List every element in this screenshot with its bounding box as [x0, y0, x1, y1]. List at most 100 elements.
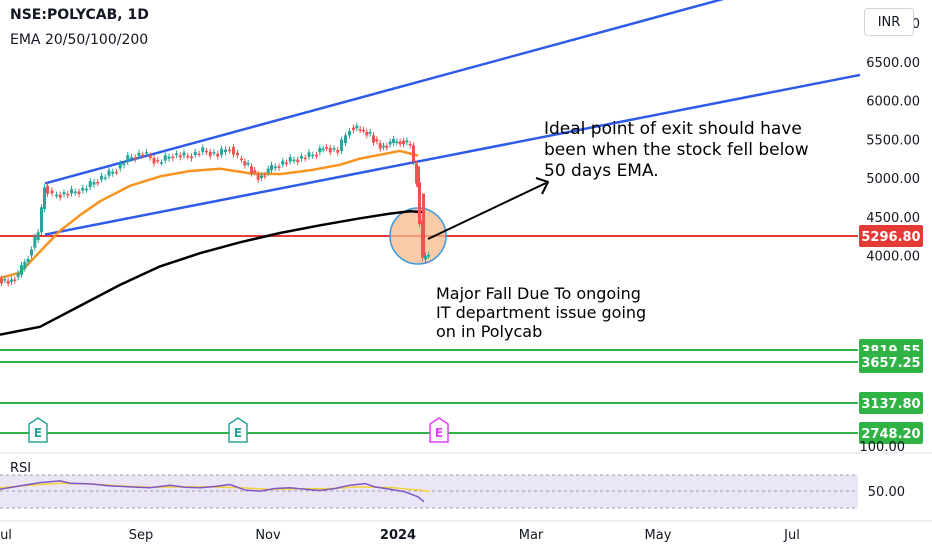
candle-body [30, 249, 33, 256]
candle-body [70, 189, 73, 194]
candle-body [163, 155, 167, 161]
candle-body [285, 162, 288, 164]
ema50-line [0, 149, 419, 280]
x-tick-label: ul [0, 528, 12, 543]
candle-body [58, 194, 62, 198]
candle-body [212, 152, 216, 154]
candle-body [392, 138, 395, 144]
rsi-label: RSI [10, 461, 31, 476]
candle-body [408, 143, 412, 146]
y-tick-label: 5000.00 [866, 172, 920, 187]
candle-body [73, 191, 77, 194]
candle-body [145, 152, 148, 154]
candle-body [395, 141, 399, 144]
channel-upper-line [44, 0, 725, 185]
x-tick-label: Jul [783, 528, 800, 543]
candle-body [81, 187, 85, 191]
candle-body [281, 160, 285, 165]
candle-body [348, 131, 351, 136]
exit-annotation-line: Ideal point of exit should have [544, 119, 802, 139]
candle-body [13, 279, 17, 282]
candle-body [355, 125, 359, 129]
candle-body [175, 153, 178, 155]
candle-body [270, 164, 273, 171]
candle-body [385, 145, 389, 148]
candle-body [415, 163, 418, 184]
candle-body [220, 148, 223, 155]
candle-body [418, 181, 421, 225]
exit-arrow-line [427, 182, 547, 240]
candle-body [130, 157, 133, 159]
candle-body [160, 162, 163, 164]
candle-body [365, 131, 369, 136]
candle-body [148, 155, 152, 158]
candle-body [243, 161, 247, 166]
candle-body [382, 145, 385, 148]
candle-body [126, 155, 130, 162]
candle-body [182, 152, 186, 156]
candle-body [193, 151, 197, 155]
candle-body [352, 127, 355, 131]
candle-body [88, 181, 92, 188]
exit-arrow-head [535, 177, 549, 195]
candle-body [273, 166, 277, 169]
level-badge [859, 225, 923, 247]
candle-body [55, 194, 58, 197]
candle-body [66, 193, 70, 196]
candle-body [100, 175, 103, 180]
candle-body [20, 265, 23, 275]
symbol-title: NSE:POLYCAB, 1D [10, 7, 149, 23]
candle-body [201, 147, 205, 153]
candle-body [260, 175, 263, 178]
candle-body [36, 232, 40, 240]
candle-body [10, 279, 13, 282]
candle-body [6, 280, 10, 284]
y-tick-label: 5500.00 [866, 133, 920, 148]
candle-body [190, 156, 193, 159]
candle-body [3, 279, 7, 281]
candle-body [92, 182, 96, 185]
candle-body [228, 149, 231, 152]
candle-body [388, 141, 392, 145]
candle-body [318, 147, 322, 153]
candle-body [288, 157, 292, 162]
candle-body [253, 170, 257, 173]
candle-body [250, 166, 253, 174]
candle-body [240, 158, 243, 161]
candle-body [85, 188, 88, 191]
candle-body [171, 156, 175, 159]
candle-body [378, 143, 382, 149]
candle-body [296, 159, 300, 163]
candle-body [133, 157, 137, 160]
drop-candle [422, 193, 425, 256]
candle-body [398, 141, 402, 145]
earnings-marker [228, 417, 248, 443]
candle-body [33, 236, 37, 248]
candle-body [197, 153, 201, 156]
candle-body [0, 278, 3, 284]
candle-body [307, 152, 311, 157]
fall-annotation-line: Major Fall Due To ongoing [436, 284, 641, 303]
candle-body [40, 207, 43, 233]
candle-body [103, 177, 107, 179]
candle-body [50, 190, 54, 194]
candle-body [311, 154, 315, 157]
candle-body [16, 273, 20, 278]
candle-body [205, 150, 208, 153]
indicator-legend: EMA 20/50/100/200 [10, 32, 149, 48]
earnings-marker-letter: E [234, 426, 242, 440]
candle-body [43, 187, 46, 209]
x-tick-label: Mar [519, 528, 544, 543]
candle-body [232, 147, 235, 155]
candle-body [216, 153, 220, 157]
earnings-marker-letter: E [34, 426, 42, 440]
candle-body [107, 170, 111, 176]
candle-body [122, 163, 126, 166]
fall-annotation-line: IT department issue going [436, 303, 646, 322]
candle-body [246, 162, 250, 165]
level-label: 3137.80 [861, 397, 920, 412]
currency-button[interactable]: INR [864, 8, 914, 36]
level-label: 5296.80 [861, 230, 920, 245]
